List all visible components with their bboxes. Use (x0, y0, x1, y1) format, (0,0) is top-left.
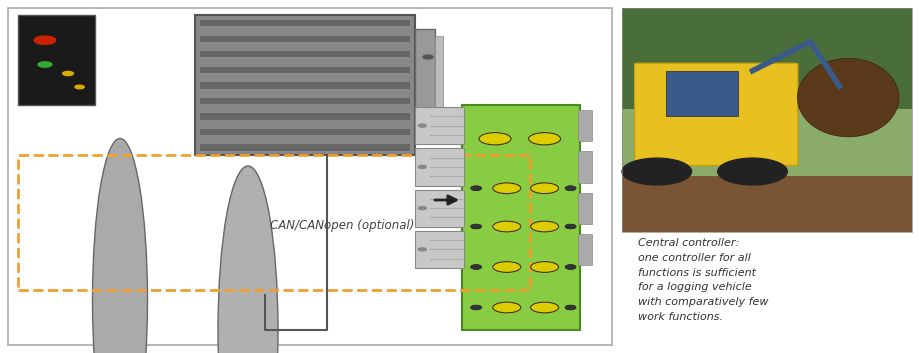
Bar (578, 192, 592, 224)
Bar (578, 234, 592, 265)
Bar (415, 29, 435, 141)
Circle shape (471, 306, 482, 310)
Circle shape (530, 221, 559, 232)
Bar (435, 36, 443, 134)
Circle shape (62, 71, 74, 76)
Circle shape (423, 55, 433, 59)
Circle shape (565, 265, 575, 269)
Bar (200, 129, 410, 135)
Circle shape (418, 207, 426, 210)
Circle shape (75, 85, 85, 89)
Bar (622, 8, 912, 109)
Circle shape (471, 186, 482, 190)
Circle shape (418, 124, 426, 127)
Circle shape (38, 62, 51, 67)
Circle shape (471, 265, 482, 269)
Circle shape (565, 225, 575, 228)
Bar (18, 155, 530, 290)
Circle shape (471, 225, 482, 228)
Circle shape (471, 306, 482, 310)
Circle shape (528, 133, 561, 145)
Circle shape (565, 306, 575, 310)
Circle shape (530, 183, 559, 194)
Circle shape (530, 302, 559, 313)
Bar (665, 71, 738, 115)
Bar (200, 82, 410, 89)
Bar (415, 107, 464, 144)
FancyBboxPatch shape (100, 299, 140, 301)
Text: CAN/CANopen (optional): CAN/CANopen (optional) (270, 220, 414, 233)
Bar (200, 144, 410, 151)
Bar (200, 67, 410, 73)
Circle shape (565, 306, 575, 310)
Ellipse shape (218, 166, 278, 353)
Circle shape (471, 265, 482, 269)
Bar (622, 176, 912, 232)
Bar (200, 20, 410, 26)
Circle shape (622, 158, 692, 185)
Circle shape (471, 306, 482, 310)
Circle shape (565, 265, 575, 269)
Circle shape (565, 186, 575, 190)
Bar (415, 190, 464, 227)
Circle shape (565, 225, 575, 228)
Ellipse shape (798, 58, 899, 137)
FancyBboxPatch shape (226, 329, 270, 331)
Circle shape (471, 186, 482, 190)
Bar (200, 36, 410, 42)
Circle shape (34, 36, 56, 44)
FancyBboxPatch shape (635, 63, 798, 166)
Bar (200, 113, 410, 120)
Bar (195, 15, 415, 155)
Ellipse shape (93, 138, 148, 353)
Circle shape (565, 265, 575, 269)
Bar (415, 148, 464, 185)
Circle shape (471, 186, 482, 190)
Bar (200, 98, 410, 104)
Circle shape (418, 165, 426, 168)
Circle shape (530, 262, 559, 273)
Bar (8, 8, 612, 345)
Bar (622, 8, 912, 232)
Bar (622, 8, 912, 232)
Bar (578, 151, 592, 183)
Circle shape (493, 262, 521, 273)
Circle shape (471, 225, 482, 228)
Circle shape (418, 248, 426, 251)
Text: Central controller:
one controller for all
functions is sufficient
for a logging: Central controller: one controller for a… (638, 238, 768, 322)
Bar (18, 15, 95, 105)
Circle shape (493, 221, 521, 232)
Circle shape (471, 225, 482, 228)
Circle shape (471, 265, 482, 269)
Bar (415, 231, 464, 268)
Circle shape (493, 302, 521, 313)
Circle shape (565, 225, 575, 228)
Bar (578, 110, 592, 141)
Bar (200, 51, 410, 58)
Circle shape (718, 158, 788, 185)
Circle shape (565, 186, 575, 190)
Bar (462, 105, 580, 330)
Circle shape (565, 306, 575, 310)
Circle shape (493, 183, 521, 194)
Circle shape (565, 186, 575, 190)
Circle shape (479, 133, 511, 145)
